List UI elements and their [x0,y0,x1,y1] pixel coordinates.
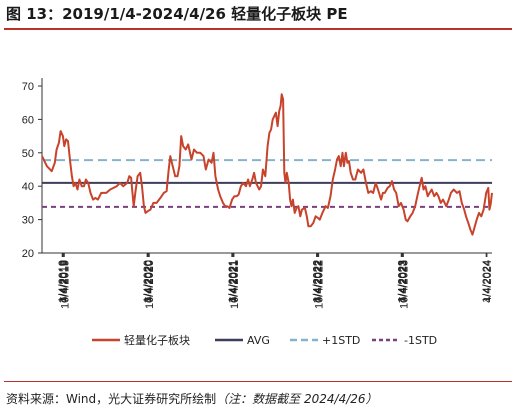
x-tick-label: 1/4/2023 [396,260,408,303]
x-tick-label: 4/4/2020 [143,260,155,303]
chart-axes: 2030405060701/4/20194/4/20197/4/201910/4… [22,78,494,309]
date-note: （注：数据截至 2024/4/26） [216,392,378,406]
x-tick-label: 4/4/2019 [58,260,70,303]
x-tick-label: 1/4/2022 [312,260,324,303]
x-tick-label: 4/4/2022 [312,260,324,303]
x-tick-label: 4/4/2023 [397,260,409,303]
y-tick-label: 20 [22,248,34,260]
y-tick-label: 60 [22,114,34,126]
figure-title: 图 13：2019/1/4-2024/4/26 轻量化子板块 PE [6,5,348,23]
chart-legend: 轻量化子板块 AVG +1STD -1STD [92,333,437,347]
y-tick-label: 40 [22,181,34,193]
x-tick-label: 7/4/2020 [144,260,156,303]
x-tick-label: 10/4/2022 [314,260,326,309]
x-tick-label: 10/4/2019 [59,260,71,309]
title-rule [4,28,512,30]
legend-label: 轻量化子板块 [124,333,190,347]
x-tick-label: 7/4/2022 [313,260,325,303]
x-tick-label: 10/4/2020 [144,260,156,309]
x-tick-label: 7/4/2019 [59,260,71,303]
y-tick-label: 50 [22,148,34,160]
x-tick-label: 4/4/2024 [482,260,494,303]
x-tick-label: 10/4/2023 [398,260,410,309]
legend-item-avg: AVG [215,334,270,347]
legend-label: -1STD [404,334,437,347]
legend-label: AVG [247,334,270,347]
legend-item-minus-1std: -1STD [372,334,437,347]
legend-label: +1STD [322,334,360,347]
x-tick-label: 1/4/2020 [142,260,154,303]
x-tick-label: 10/4/2021 [229,260,241,309]
legend-item-plus-1std: +1STD [290,334,360,347]
x-tick-label: 4/4/2021 [228,260,240,303]
series-layer [41,93,493,236]
pe-series-line [41,93,493,236]
x-tick-label: 1/4/2019 [57,260,69,303]
x-tick-label: 7/4/2023 [398,260,410,303]
legend-item-pe: 轻量化子板块 [92,333,190,347]
source-text: 资料来源：Wind，光大证券研究所绘制 [6,392,217,406]
reference-lines [42,159,492,208]
x-tick-label: 7/4/2021 [228,260,240,303]
y-tick-label: 30 [22,215,34,227]
footer-rule [4,381,512,382]
pe-chart: 2030405060701/4/20194/4/20197/4/201910/4… [22,78,494,347]
y-tick-label: 70 [22,81,34,93]
x-tick-label: 1/4/2021 [227,260,239,303]
x-tick-label: 1/4/2024 [481,260,493,303]
source-note: 资料来源：Wind，光大证券研究所绘制（注：数据截至 2024/4/26） [6,390,378,407]
